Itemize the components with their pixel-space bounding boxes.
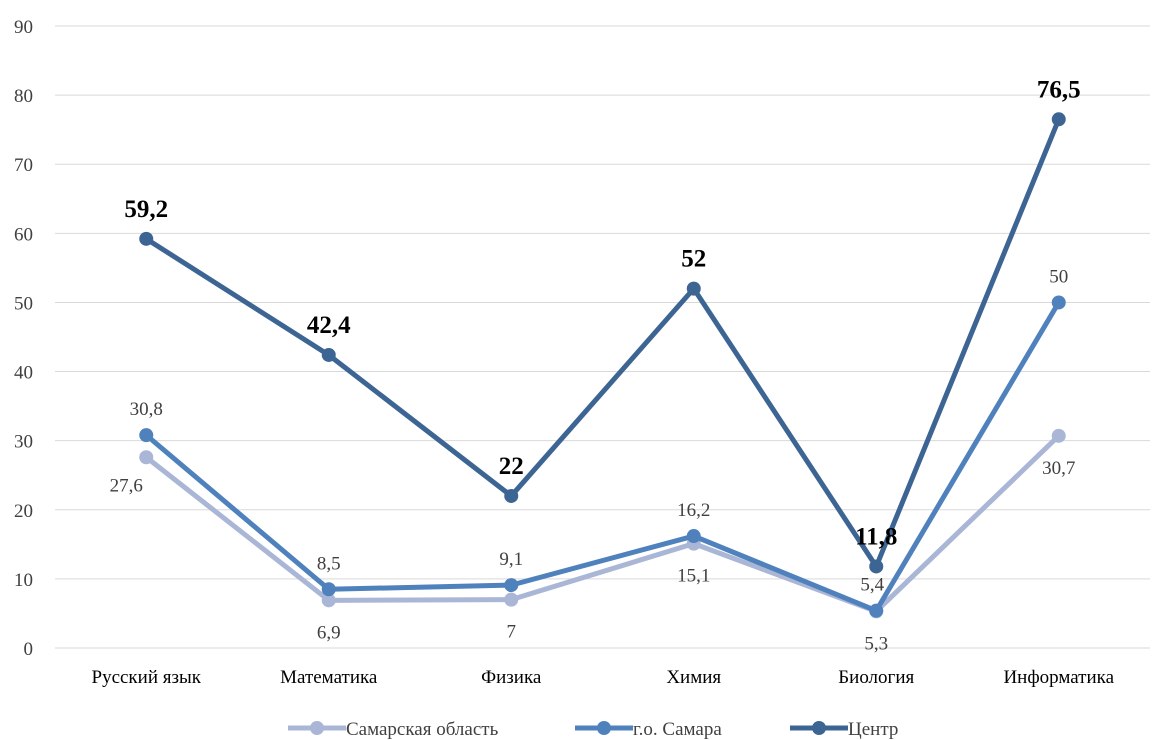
y-tick-label: 10	[14, 570, 33, 591]
legend-label: г.о. Самара	[633, 719, 722, 740]
data-point	[1051, 428, 1066, 443]
data-point	[869, 559, 884, 574]
legend-label: Центр	[848, 719, 898, 740]
gridlines	[55, 25, 1150, 649]
data-label: 30,7	[1042, 458, 1075, 479]
series-line	[143, 299, 1062, 614]
data-label: 59,2	[124, 196, 168, 223]
y-tick-label: 80	[14, 86, 33, 107]
data-point	[139, 428, 154, 443]
data-point	[139, 450, 154, 465]
legend-marker	[597, 721, 611, 735]
data-label: 50	[1049, 266, 1068, 287]
data-label: 5,3	[864, 633, 888, 654]
data-labels: 27,6 6,9 7 15,1 5,3 30,7 30,8 8,5 9,1 16,2 5,4 50 59…	[110, 76, 1081, 654]
legend-item: г.о. Самара	[575, 719, 722, 740]
data-label: 27,6	[110, 475, 143, 496]
data-label: 9,1	[499, 549, 523, 570]
y-tick-label: 0	[24, 639, 34, 660]
data-label: 11,8	[855, 523, 897, 550]
y-tick-label: 70	[14, 155, 33, 176]
legend-marker	[812, 721, 826, 735]
y-tick-label: 30	[14, 432, 33, 453]
series-lines	[139, 112, 1066, 619]
data-point	[139, 231, 154, 246]
data-label: 42,4	[307, 312, 351, 339]
data-point	[321, 593, 336, 608]
y-tick-label: 60	[14, 224, 33, 245]
y-tick-label: 90	[14, 17, 33, 38]
x-axis-categories: Русский язык Математика Физика Химия Биологи…	[92, 667, 1115, 688]
series-line	[143, 116, 1062, 569]
data-label: 8,5	[317, 553, 341, 574]
data-label: 5,4	[860, 575, 884, 596]
x-category-label: Информатика	[1003, 667, 1114, 688]
data-point	[321, 582, 336, 597]
data-point	[504, 592, 519, 607]
legend-item: Центр	[790, 719, 898, 740]
data-label: 15,1	[677, 566, 710, 587]
data-point	[1051, 295, 1066, 310]
legend-item: Самарская область	[288, 719, 499, 740]
legend-label: Самарская область	[346, 719, 499, 740]
data-point	[504, 488, 519, 503]
data-point	[1051, 112, 1066, 127]
y-axis-ticks: 0 10 20 30 40 50 60 70 80 90	[14, 17, 33, 660]
legend-marker	[310, 721, 324, 735]
y-tick-label: 40	[14, 363, 33, 384]
data-point	[504, 578, 519, 593]
x-category-label: Биология	[838, 667, 914, 688]
series-line	[143, 433, 1062, 614]
x-category-label: Химия	[666, 667, 721, 688]
x-category-label: Русский язык	[92, 667, 202, 688]
data-point	[869, 603, 884, 618]
data-point	[686, 281, 701, 296]
data-point	[686, 529, 701, 544]
data-label: 22	[499, 453, 524, 480]
x-category-label: Математика	[280, 667, 378, 688]
data-label: 16,2	[677, 500, 710, 521]
y-tick-label: 20	[14, 501, 33, 522]
legend: Самарская область г.о. Самара Центр	[288, 719, 898, 740]
data-label: 52	[681, 246, 706, 273]
data-label: 6,9	[317, 622, 341, 643]
data-label: 76,5	[1037, 76, 1081, 103]
data-label: 30,8	[130, 399, 163, 420]
data-point	[321, 347, 336, 362]
y-tick-label: 50	[14, 293, 33, 314]
x-category-label: Физика	[481, 667, 542, 688]
data-label: 7	[507, 622, 517, 643]
